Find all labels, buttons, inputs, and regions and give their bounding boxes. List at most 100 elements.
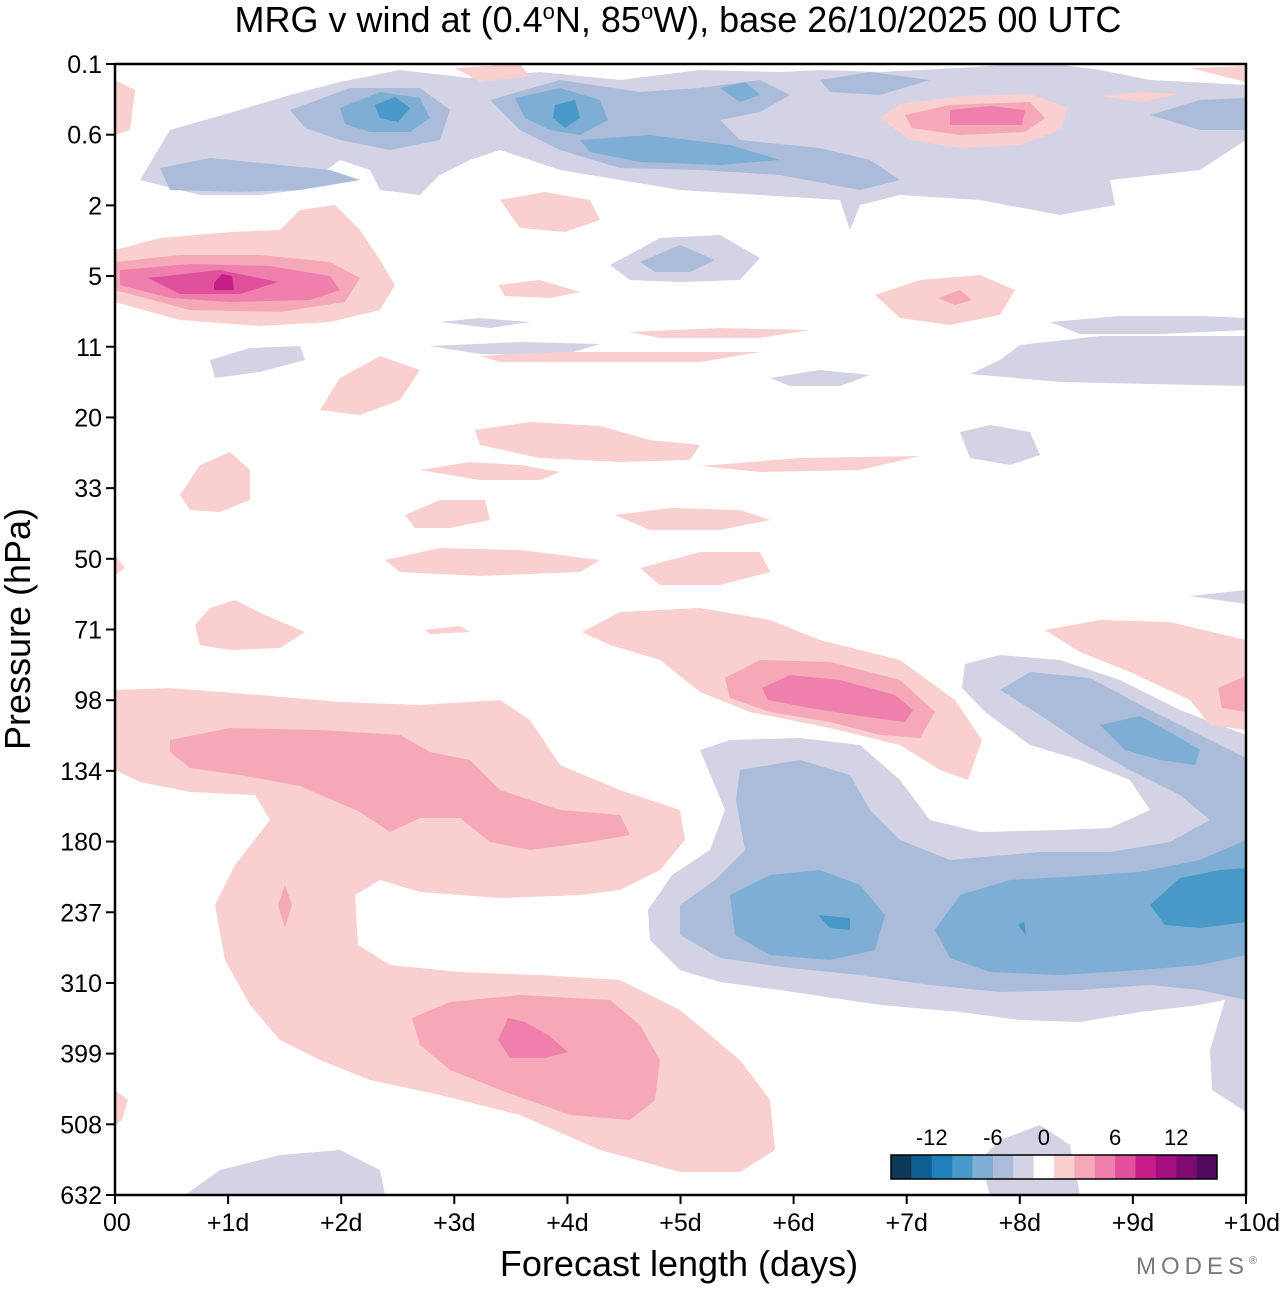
y-tick-label: 632 bbox=[60, 1182, 102, 1210]
y-tick-label: 0.1 bbox=[67, 51, 102, 79]
contour-pos-strat-8 bbox=[498, 280, 580, 298]
y-tick-label: 11 bbox=[76, 334, 102, 362]
x-tick-label: +2d bbox=[320, 1209, 362, 1237]
colorbar-frame bbox=[890, 1154, 1218, 1180]
negative-contours bbox=[140, 64, 1246, 1195]
contour-neg-lower-2 bbox=[185, 1150, 385, 1195]
contour-neg-upper-5 bbox=[820, 72, 930, 95]
y-tick-label: 134 bbox=[60, 758, 102, 786]
positive-contours bbox=[115, 64, 1246, 1172]
title-degree: o bbox=[641, 0, 653, 24]
contour-pos-tropo-4 bbox=[1045, 620, 1246, 730]
contour-neg-strat-5 bbox=[970, 336, 1246, 386]
contour-neg-strat-10 bbox=[1190, 590, 1246, 604]
x-axis-label: Forecast length (days) bbox=[500, 1243, 858, 1284]
contour-neg-strat-8 bbox=[960, 425, 1040, 465]
y-axis: 0.1 0.6 2 5 11 20 33 50 71 98 134 180 237 310 399 508 63… bbox=[60, 51, 115, 1210]
contour-neg-strat-2 bbox=[640, 245, 715, 272]
y-tick-label: 2 bbox=[88, 192, 102, 220]
contour-neg-upper-11 bbox=[375, 97, 410, 122]
colorbar-swatch bbox=[931, 1155, 953, 1179]
colorbar-tick-label: 0 bbox=[1038, 1125, 1050, 1150]
contour-pos-tropo-5 bbox=[1218, 676, 1246, 712]
contour-pos-strand-10 bbox=[385, 548, 600, 576]
contour-neg-strat-9 bbox=[440, 318, 530, 328]
contour-pos-strat-6 bbox=[115, 80, 135, 135]
contour-pos-strand-1 bbox=[630, 328, 810, 338]
contour-pos-strand-9 bbox=[615, 508, 770, 530]
colorbar-swatch bbox=[1155, 1155, 1177, 1179]
colorbar-swatch bbox=[952, 1155, 973, 1179]
logo-text: MODES bbox=[1136, 1253, 1249, 1280]
contour-pos-lower-5 bbox=[278, 885, 292, 928]
colorbar-swatch bbox=[1074, 1155, 1096, 1179]
x-tick-label: +10d bbox=[1224, 1209, 1280, 1237]
y-tick-label: 508 bbox=[60, 1111, 102, 1139]
x-tick-label: +9d bbox=[1112, 1209, 1154, 1237]
contour-pos-upper-3 bbox=[950, 106, 1025, 125]
contour-neg-upper-6 bbox=[1150, 98, 1246, 130]
colorbar-swatch bbox=[1054, 1155, 1075, 1179]
y-tick-label: 5 bbox=[88, 263, 102, 291]
x-tick-label: +3d bbox=[433, 1209, 475, 1237]
contour-pos-strand-8 bbox=[405, 500, 490, 528]
contour-pos-strand-3 bbox=[320, 356, 420, 415]
y-tick-label: 71 bbox=[74, 617, 102, 645]
colorbar-swatch bbox=[1033, 1155, 1055, 1179]
colorbar-swatch bbox=[911, 1155, 933, 1179]
contour-pos-strand-4 bbox=[475, 422, 700, 462]
contour-neg-strat-4 bbox=[1050, 316, 1246, 334]
contour-pos-lower-2 bbox=[170, 728, 630, 850]
contour-neg-tropo-6 bbox=[1150, 868, 1246, 928]
colorbar: -12 -6 0 6 12 bbox=[890, 1125, 1218, 1180]
y-tick-label: 50 bbox=[74, 546, 102, 574]
contour-pos-strand-2 bbox=[480, 352, 760, 362]
contour-pos-strat-7 bbox=[500, 192, 600, 232]
title-lat: N, 85 bbox=[555, 0, 641, 40]
x-tick-label: +6d bbox=[772, 1209, 814, 1237]
contour-pos-strand-6 bbox=[700, 456, 920, 472]
contour-neg-tropo-7 bbox=[818, 915, 850, 930]
x-tick-label: +8d bbox=[999, 1209, 1041, 1237]
y-axis-label: Pressure (hPa) bbox=[0, 508, 38, 750]
colorbar-tick-label: 12 bbox=[1164, 1125, 1188, 1150]
x-tick-label: +7d bbox=[885, 1209, 927, 1237]
y-tick-label: 98 bbox=[74, 687, 102, 715]
colorbar-tick-label: 6 bbox=[1109, 1125, 1121, 1150]
y-tick-label: 237 bbox=[60, 899, 102, 927]
title-lon-base: W), base 26/10/2025 00 UTC bbox=[653, 0, 1121, 40]
contour-pos-strand-7 bbox=[180, 452, 250, 512]
colorbar-tick-label: -6 bbox=[983, 1125, 1003, 1150]
colorbar-tick-label: -12 bbox=[916, 1125, 948, 1150]
y-tick-label: 399 bbox=[60, 1041, 102, 1069]
colorbar-swatch bbox=[1115, 1155, 1136, 1179]
contour-pos-strand-13 bbox=[425, 626, 470, 634]
colorbar-swatch bbox=[1135, 1155, 1157, 1179]
contour-neg-strat-3 bbox=[210, 346, 305, 378]
contour-pos-upper-8 bbox=[938, 290, 972, 305]
y-tick-label: 33 bbox=[74, 475, 102, 503]
colorbar-swatch bbox=[891, 1155, 912, 1179]
chart-title: MRG v wind at (0.4oN, 85oW), base 26/10/… bbox=[235, 0, 1122, 40]
contour-layer bbox=[115, 64, 1246, 1195]
contour-pos-strat-5 bbox=[214, 274, 234, 290]
contour-pos-lower-4 bbox=[498, 1018, 568, 1058]
contour-neg-strat-7 bbox=[770, 370, 870, 386]
contour-neg-upper-9 bbox=[580, 135, 780, 165]
contour-pos-strand-11 bbox=[640, 552, 770, 585]
contour-pos-tropo-3 bbox=[762, 675, 913, 722]
contour-pos-lower-6 bbox=[115, 1090, 128, 1125]
colorbar-swatch bbox=[1094, 1155, 1116, 1179]
colorbar-swatch bbox=[1013, 1155, 1035, 1179]
contour-neg-upper-12 bbox=[553, 100, 580, 128]
contour-pos-strat-4 bbox=[148, 270, 278, 294]
logo-mark: ® bbox=[1249, 1255, 1257, 1267]
contour-pos-upper-4 bbox=[1100, 92, 1180, 102]
contour-pos-upper-5 bbox=[1190, 66, 1246, 82]
contour-neg-upper-2 bbox=[160, 158, 360, 192]
title-degree: o bbox=[543, 0, 555, 24]
colorbar-swatch bbox=[1176, 1155, 1198, 1179]
modes-logo: MODES® bbox=[1136, 1253, 1257, 1280]
contour-neg-upper-10 bbox=[720, 82, 760, 102]
